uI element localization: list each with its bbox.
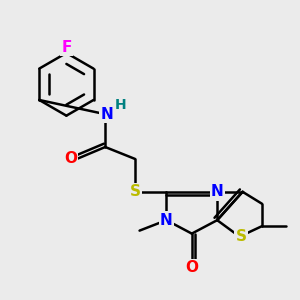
Text: N: N: [211, 184, 224, 199]
Text: H: H: [115, 98, 127, 112]
Text: N: N: [160, 213, 173, 228]
Text: N: N: [100, 107, 113, 122]
Text: S: S: [130, 184, 141, 199]
Text: O: O: [185, 260, 198, 275]
Text: F: F: [61, 40, 72, 55]
Text: O: O: [64, 152, 77, 166]
Text: S: S: [236, 229, 247, 244]
